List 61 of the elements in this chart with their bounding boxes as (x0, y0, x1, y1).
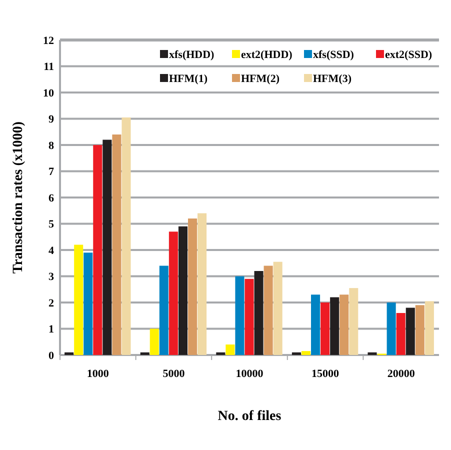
y-tick-label: 6 (48, 192, 54, 204)
y-tick-label: 8 (48, 140, 54, 152)
y-tick-label: 11 (44, 61, 54, 74)
bar (340, 294, 349, 355)
legend-label: HFM(2) (241, 73, 280, 85)
bar (301, 351, 311, 355)
bar (102, 140, 112, 355)
bar (64, 352, 74, 355)
bar (349, 288, 358, 355)
bar (122, 117, 131, 355)
y-tick-label: 1 (48, 324, 54, 336)
legend-label: xfs(HDD) (169, 49, 215, 61)
x-tick-label: 15000 (312, 368, 340, 380)
x-axis-title: No. of files (218, 409, 282, 424)
bar (112, 134, 122, 355)
y-tick-label: 4 (48, 244, 54, 257)
bar (396, 313, 406, 355)
legend-label: HFM(1) (169, 73, 208, 85)
y-tick-label: 9 (48, 114, 54, 126)
y-tick-label: 10 (43, 87, 54, 100)
bar (140, 352, 150, 355)
x-tick-label: 5000 (162, 368, 186, 380)
bar (159, 266, 168, 355)
bar (188, 218, 198, 355)
legend-label: ext2(SSD) (385, 49, 432, 61)
bar (311, 294, 320, 355)
bar (415, 305, 424, 355)
bar (198, 213, 207, 355)
y-tick-label: 3 (48, 271, 54, 284)
y-tick-label: 2 (48, 297, 54, 310)
y-tick-label: 12 (43, 34, 54, 47)
x-tick-label: 10000 (236, 368, 264, 380)
bar (386, 302, 396, 355)
bar (74, 244, 84, 355)
bar (216, 352, 226, 355)
bar (178, 226, 188, 355)
bar (330, 297, 340, 355)
x-tick-label: 1000 (86, 368, 110, 380)
bar (406, 308, 415, 355)
y-axis-title: Transaction rates (x1000) (11, 121, 26, 274)
bar (424, 301, 434, 355)
bar (254, 271, 264, 355)
bar (226, 344, 235, 355)
bar (168, 232, 178, 355)
y-tick-label: 5 (48, 218, 54, 231)
bar (150, 328, 159, 355)
bar (368, 352, 377, 355)
legend-label: xfs(SSD) (313, 49, 354, 61)
bar (320, 302, 330, 355)
bar (84, 252, 93, 355)
bar (244, 278, 254, 355)
legend-label: HFM(3) (313, 73, 352, 85)
bar (273, 262, 282, 355)
legend-label: ext2(HDD) (241, 49, 293, 61)
bar (93, 145, 102, 355)
x-tick-label: 20000 (387, 368, 416, 380)
bar (235, 276, 244, 355)
y-tick-label: 7 (48, 166, 54, 178)
bar (292, 352, 301, 355)
bar (264, 266, 273, 355)
y-tick-label: 0 (48, 350, 54, 362)
